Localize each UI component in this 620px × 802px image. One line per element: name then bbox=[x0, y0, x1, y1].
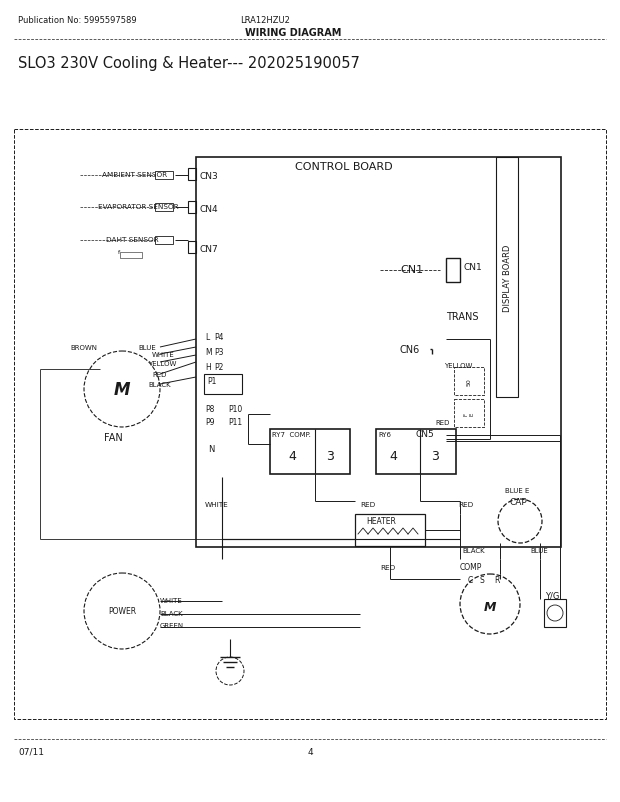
Text: 4: 4 bbox=[389, 449, 397, 463]
Bar bbox=[376, 429, 456, 475]
Text: WHITE: WHITE bbox=[160, 597, 183, 603]
Text: R: R bbox=[494, 575, 499, 585]
Bar bbox=[196, 158, 561, 547]
Text: BLUE: BLUE bbox=[530, 547, 547, 553]
Text: BLACK: BLACK bbox=[160, 610, 183, 616]
Bar bbox=[188, 202, 196, 214]
Text: 50: 50 bbox=[466, 378, 471, 386]
Text: Publication No: 5995597589: Publication No: 5995597589 bbox=[18, 16, 136, 25]
Text: POWER: POWER bbox=[108, 607, 136, 616]
Text: P10: P10 bbox=[228, 404, 242, 414]
Text: CN1: CN1 bbox=[463, 263, 482, 272]
Text: CN7: CN7 bbox=[200, 245, 219, 253]
Text: CN4: CN4 bbox=[200, 205, 219, 214]
Text: FAN: FAN bbox=[104, 432, 123, 443]
Bar bbox=[14, 130, 606, 719]
Text: CN1: CN1 bbox=[400, 265, 423, 274]
Text: RED: RED bbox=[360, 501, 375, 508]
Text: P8: P8 bbox=[205, 404, 215, 414]
Text: 07/11: 07/11 bbox=[18, 747, 44, 756]
Text: AMBIENT SENSOR: AMBIENT SENSOR bbox=[102, 172, 167, 178]
Text: RED: RED bbox=[435, 419, 449, 426]
Text: N: N bbox=[208, 444, 215, 453]
Text: M: M bbox=[205, 347, 211, 357]
Text: DISPLAY BOARD: DISPLAY BOARD bbox=[502, 244, 512, 311]
Text: RY7  COMP.: RY7 COMP. bbox=[272, 431, 311, 437]
Text: WHITE: WHITE bbox=[205, 501, 229, 508]
Text: F
E: F E bbox=[464, 411, 474, 415]
Text: DAHT SENSOR: DAHT SENSOR bbox=[106, 237, 159, 243]
Text: WHITE: WHITE bbox=[152, 351, 175, 358]
Text: CAP: CAP bbox=[510, 497, 528, 506]
Text: P4: P4 bbox=[214, 333, 223, 342]
Text: BLUE: BLUE bbox=[138, 345, 156, 350]
Text: CN3: CN3 bbox=[200, 172, 219, 180]
Text: P11: P11 bbox=[228, 418, 242, 427]
Text: M: M bbox=[484, 601, 496, 614]
Text: H: H bbox=[205, 363, 211, 371]
Text: C: C bbox=[468, 575, 473, 585]
Text: GREEN: GREEN bbox=[160, 622, 184, 628]
Text: RED: RED bbox=[380, 565, 396, 570]
Bar bbox=[155, 237, 173, 245]
Text: BLACK: BLACK bbox=[462, 547, 485, 553]
Bar bbox=[155, 172, 173, 180]
Bar bbox=[544, 599, 566, 627]
Text: YELLOW: YELLOW bbox=[148, 361, 176, 367]
Bar bbox=[454, 367, 484, 395]
Bar bbox=[355, 514, 425, 546]
Text: S: S bbox=[480, 575, 485, 585]
Text: CN5: CN5 bbox=[415, 429, 434, 439]
Bar bbox=[496, 158, 518, 398]
Bar bbox=[204, 375, 242, 395]
Bar bbox=[446, 259, 460, 282]
Text: WIRING DIAGRAM: WIRING DIAGRAM bbox=[245, 28, 342, 38]
Bar bbox=[155, 204, 173, 212]
Bar bbox=[188, 168, 196, 180]
Text: LRA12HZU2: LRA12HZU2 bbox=[240, 16, 290, 25]
Text: P1: P1 bbox=[207, 376, 216, 386]
Text: Y/G: Y/G bbox=[545, 591, 559, 600]
Text: f: f bbox=[118, 249, 120, 255]
Text: P3: P3 bbox=[214, 347, 223, 357]
Text: 3: 3 bbox=[431, 449, 439, 463]
Text: 3: 3 bbox=[326, 449, 334, 463]
Text: P2: P2 bbox=[214, 363, 223, 371]
Text: CN6: CN6 bbox=[400, 345, 420, 354]
Text: CONTROL BOARD: CONTROL BOARD bbox=[295, 162, 392, 172]
Bar bbox=[120, 253, 142, 259]
Text: 4: 4 bbox=[288, 449, 296, 463]
Text: BLACK: BLACK bbox=[148, 382, 171, 387]
Text: HEATER: HEATER bbox=[366, 516, 396, 525]
Text: YELLOW: YELLOW bbox=[444, 363, 472, 369]
Text: RED: RED bbox=[152, 371, 166, 378]
Bar bbox=[188, 241, 196, 253]
Text: 4: 4 bbox=[307, 747, 313, 756]
Text: RED: RED bbox=[458, 501, 473, 508]
Text: RY6: RY6 bbox=[378, 431, 391, 437]
Text: P9: P9 bbox=[205, 418, 215, 427]
Text: BLUE E: BLUE E bbox=[505, 488, 529, 493]
Text: EVAPORATOR SENSOR: EVAPORATOR SENSOR bbox=[98, 204, 179, 210]
Text: COMP: COMP bbox=[460, 562, 482, 571]
Text: SLO3 230V Cooling & Heater--- 202025190057: SLO3 230V Cooling & Heater--- 2020251900… bbox=[18, 56, 360, 71]
Bar bbox=[270, 429, 350, 475]
Text: M: M bbox=[113, 380, 130, 399]
Text: TRANS: TRANS bbox=[446, 312, 479, 322]
Text: BROWN: BROWN bbox=[70, 345, 97, 350]
Text: L: L bbox=[205, 333, 210, 342]
Bar bbox=[454, 399, 484, 427]
